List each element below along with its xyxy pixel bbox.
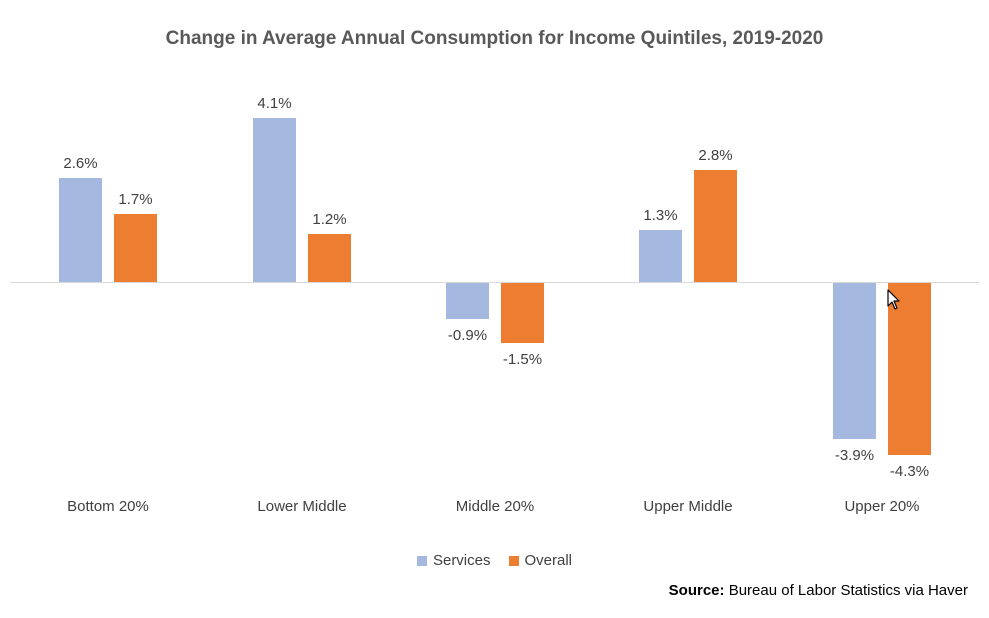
category-label-1: Lower Middle [257, 498, 346, 515]
source-label: Source: [668, 582, 725, 599]
legend: Services Overall [0, 552, 989, 569]
bar-overall-3 [694, 170, 737, 282]
legend-swatch-services [416, 555, 427, 566]
category-labels-layer: Bottom 20% Lower Middle Middle 20% Upper Mi… [67, 498, 919, 515]
bar-services-1 [253, 118, 296, 282]
source-text: Bureau of Labor Statistics via Haver [728, 582, 968, 599]
data-labels-layer: 2.6% 1.7% 4.1% 1.2% -0.9% -1.5% 1.3% 2.8% -3.9%-… [63, 95, 929, 480]
chart-title: Change in Average Annual Consumption for… [165, 28, 824, 49]
bar-services-3 [639, 230, 682, 282]
category-label-3: Upper Middle [643, 498, 732, 515]
category-label-4: Upper 20% [844, 498, 919, 515]
data-label-overall-4: -4.3% [890, 463, 929, 480]
source-note: Source: Bureau of Labor Statistics via H… [669, 582, 968, 599]
category-label-2: Middle 20% [456, 498, 534, 515]
legend-item-services: Services [416, 552, 491, 569]
data-label-overall-0: 1.7% [118, 191, 152, 208]
data-label-services-1: 4.1% [257, 95, 291, 112]
data-label-services-4: -3.9% [835, 447, 874, 464]
bar-overall-2 [501, 283, 544, 343]
data-label-services-3: 1.3% [643, 207, 677, 224]
bars-layer [59, 118, 931, 455]
bar-services-0 [59, 178, 102, 282]
bar-services-2 [446, 283, 489, 319]
data-label-overall-3: 2.8% [698, 147, 732, 164]
bar-overall-1 [308, 234, 351, 282]
legend-label-services: Services [432, 552, 491, 569]
data-label-services-0: 2.6% [63, 155, 97, 172]
data-label-overall-2: -1.5% [503, 351, 542, 368]
mouse-pointer-icon [887, 289, 900, 310]
legend-label-overall: Overall [524, 552, 573, 569]
bar-services-4 [833, 283, 876, 439]
legend-item-overall: Overall [508, 552, 573, 569]
bar-overall-0 [114, 214, 157, 282]
legend-swatch-overall [508, 555, 519, 566]
category-label-0: Bottom 20% [67, 498, 149, 515]
bar-overall-4 [888, 283, 931, 455]
data-label-services-2: -0.9% [448, 327, 487, 344]
data-label-overall-1: 1.2% [312, 211, 346, 228]
